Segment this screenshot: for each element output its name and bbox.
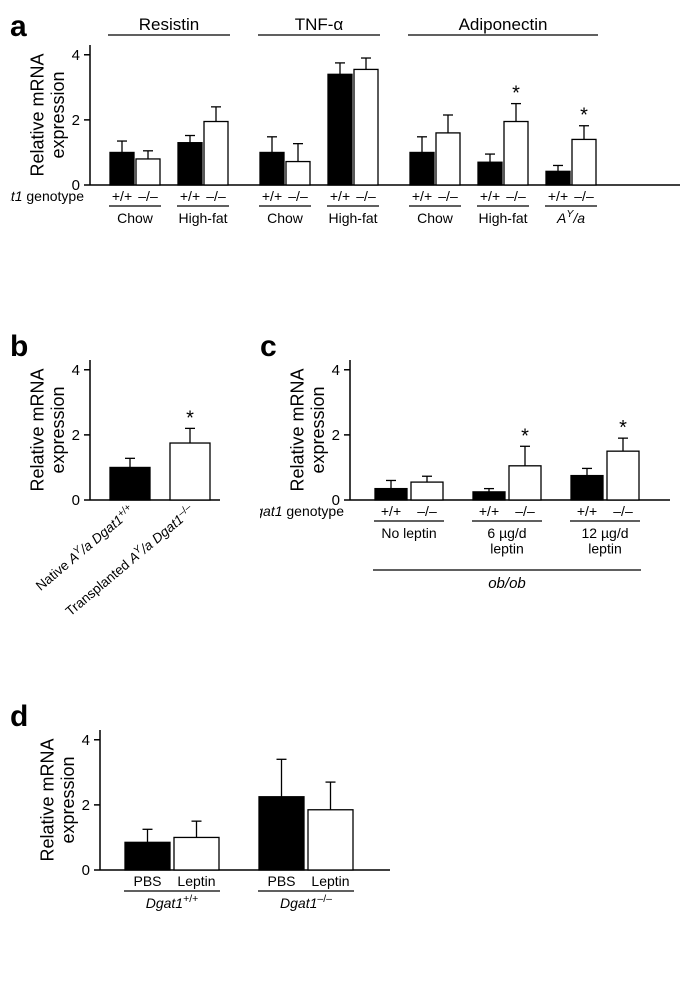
svg-text:+/+: +/+	[381, 503, 401, 519]
panel-label-b: b	[10, 330, 28, 364]
svg-text:Relative mRNAexpression: Relative mRNAexpression	[288, 368, 329, 491]
svg-text:4: 4	[82, 732, 90, 749]
svg-text:2: 2	[82, 797, 90, 814]
svg-text:High-fat: High-fat	[178, 210, 227, 226]
svg-text:+/+: +/+	[480, 188, 500, 204]
svg-text:AY/a: AY/a	[556, 208, 585, 226]
svg-text:Relative mRNAexpression: Relative mRNAexpression	[38, 738, 79, 861]
svg-text:–/–: –/–	[356, 188, 376, 204]
svg-text:Leptin: Leptin	[177, 873, 215, 889]
svg-text:–/–: –/–	[515, 503, 535, 519]
svg-text:ob/ob: ob/ob	[488, 575, 526, 592]
svg-text:Relative mRNAexpression: Relative mRNAexpression	[28, 53, 69, 176]
svg-text:4: 4	[72, 362, 80, 379]
chart-b: 0 2 4Relative mRNAexpression Native AY/a Dg…	[10, 330, 290, 680]
svg-text:+/+: +/+	[262, 188, 282, 204]
svg-text:6 µg/dleptin: 6 µg/dleptin	[487, 525, 526, 556]
svg-text:Adiponectin: Adiponectin	[459, 15, 548, 34]
panel-label-c: c	[260, 330, 277, 364]
svg-text:Transplanted AY/a Dgat1–/–: Transplanted AY/a Dgat1–/–	[62, 501, 198, 619]
svg-text:4: 4	[72, 47, 80, 64]
panel-label-a: a	[10, 10, 27, 44]
svg-text:Chow: Chow	[417, 210, 454, 226]
svg-text:*: *	[186, 407, 194, 429]
svg-text:+/+: +/+	[112, 188, 132, 204]
svg-text:PBS: PBS	[133, 873, 161, 889]
svg-text:Dgat1+/+: Dgat1+/+	[146, 893, 199, 911]
svg-text:High-fat: High-fat	[328, 210, 377, 226]
svg-text:–/–: –/–	[417, 503, 437, 519]
svg-text:High-fat: High-fat	[478, 210, 527, 226]
svg-text:Dgat1–/–: Dgat1–/–	[280, 893, 332, 911]
svg-text:*: *	[580, 105, 588, 127]
svg-text:Dgat1 genotype: Dgat1 genotype	[260, 503, 344, 519]
svg-text:0: 0	[72, 492, 80, 509]
svg-text:+/+: +/+	[479, 503, 499, 519]
svg-text:Native AY/a Dgat1+/+: Native AY/a Dgat1+/+	[32, 502, 137, 594]
panel-a: a 024Relative mRNAexpression+/+–/–Chow+/…	[10, 10, 690, 310]
svg-text:No leptin: No leptin	[381, 525, 436, 541]
svg-text:–/–: –/–	[613, 503, 633, 519]
svg-text:*: *	[512, 83, 520, 105]
svg-text:Dgat1 genotype: Dgat1 genotype	[10, 188, 84, 204]
panel-d: d 0 2 4Relative mRNAexpression PBS Leptin Dga…	[10, 700, 410, 980]
svg-text:–/–: –/–	[138, 188, 158, 204]
svg-text:Chow: Chow	[267, 210, 304, 226]
svg-text:4: 4	[332, 362, 340, 379]
svg-text:Leptin: Leptin	[311, 873, 349, 889]
svg-text:12 µg/dleptin: 12 µg/dleptin	[582, 525, 629, 556]
panel-label-d: d	[10, 700, 28, 734]
panel-b: b 0 2 4Relative mRNAexpression Native AY/a …	[10, 330, 290, 680]
svg-text:*: *	[619, 417, 627, 439]
svg-text:Resistin: Resistin	[139, 15, 199, 34]
svg-text:+/+: +/+	[330, 188, 350, 204]
svg-text:–/–: –/–	[288, 188, 308, 204]
svg-text:+/+: +/+	[548, 188, 568, 204]
svg-text:–/–: –/–	[206, 188, 226, 204]
svg-text:PBS: PBS	[267, 873, 295, 889]
chart-c: 024Relative mRNAexpression+/+–/–No lepti…	[260, 330, 690, 680]
svg-text:Chow: Chow	[117, 210, 154, 226]
svg-text:2: 2	[72, 112, 80, 129]
svg-text:+/+: +/+	[412, 188, 432, 204]
svg-text:+/+: +/+	[577, 503, 597, 519]
svg-text:2: 2	[332, 427, 340, 444]
chart-a: 024Relative mRNAexpression+/+–/–Chow+/+–…	[10, 10, 690, 310]
chart-d: 0 2 4Relative mRNAexpression PBS Leptin Dgat1…	[10, 700, 410, 980]
svg-text:0: 0	[82, 862, 90, 879]
svg-text:Relative mRNAexpression: Relative mRNAexpression	[28, 368, 69, 491]
svg-text:–/–: –/–	[506, 188, 526, 204]
svg-text:*: *	[521, 425, 529, 447]
panel-c: c 024Relative mRNAexpression+/+–/–No lep…	[260, 330, 690, 680]
svg-text:TNF-α: TNF-α	[295, 15, 344, 34]
svg-text:–/–: –/–	[438, 188, 458, 204]
svg-text:–/–: –/–	[574, 188, 594, 204]
svg-text:+/+: +/+	[180, 188, 200, 204]
svg-text:2: 2	[72, 427, 80, 444]
